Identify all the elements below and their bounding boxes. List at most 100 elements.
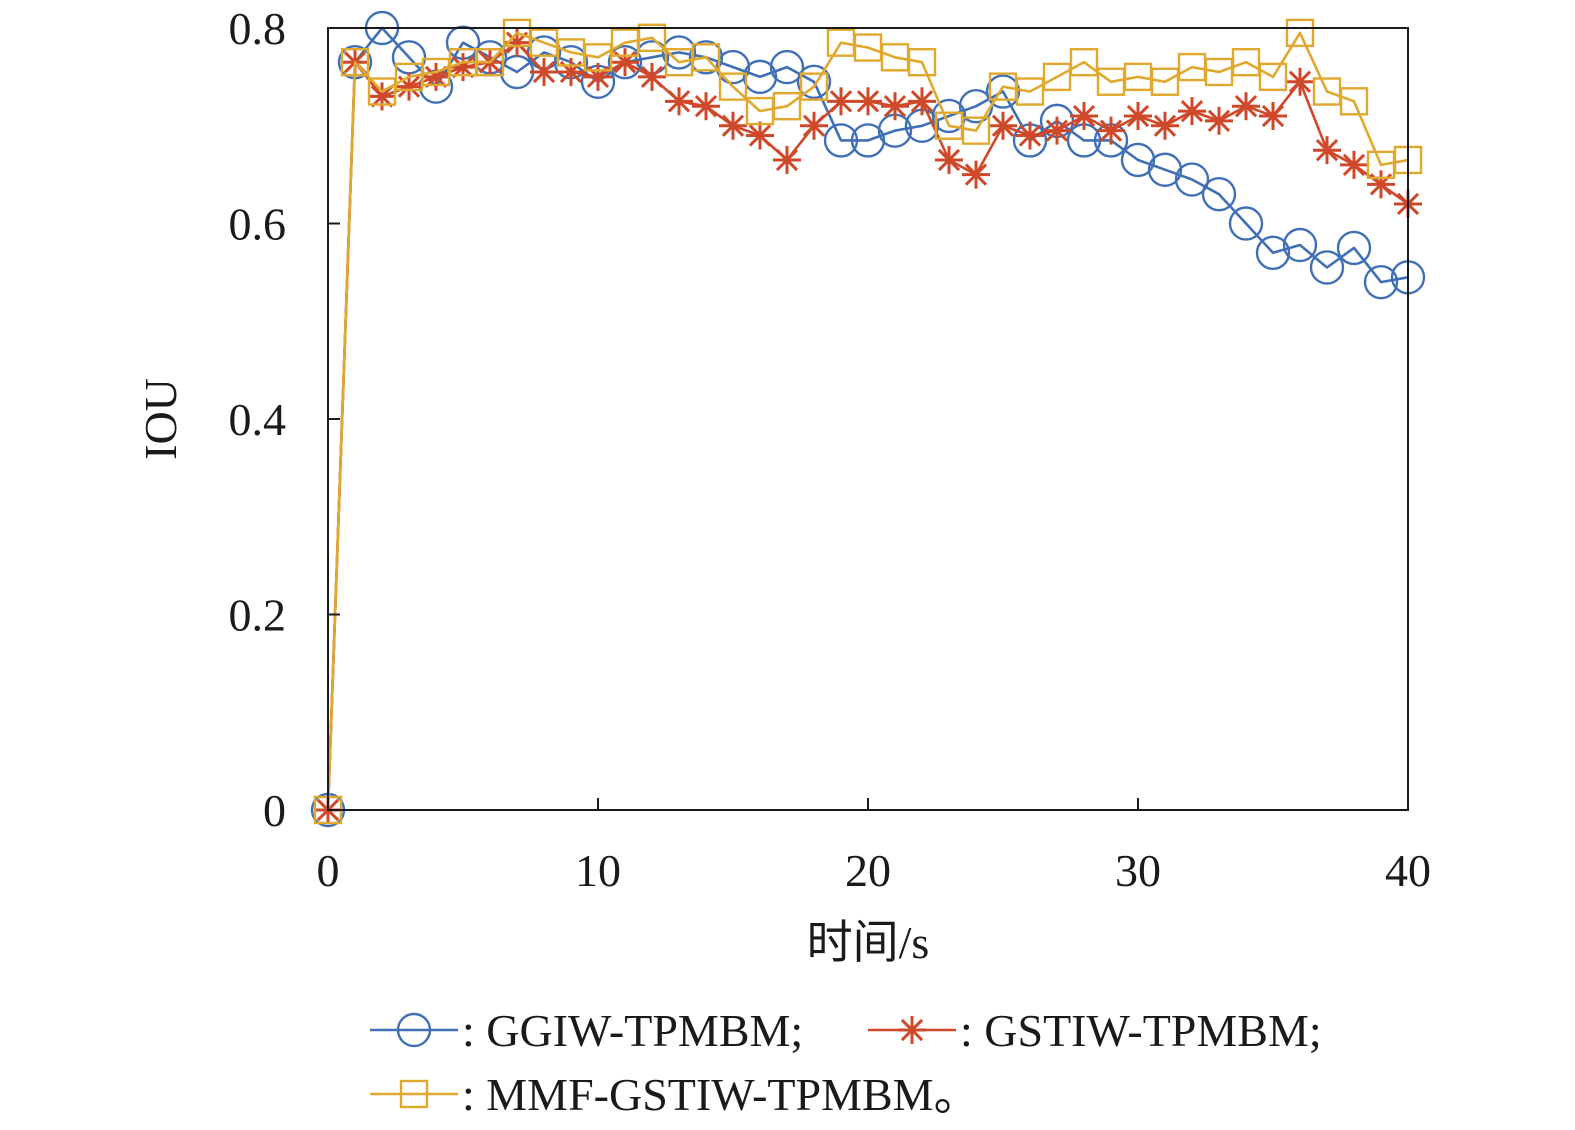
data-point-asterisk [368, 82, 396, 111]
data-point-square [475, 48, 505, 77]
legend-item-mmf-gstiw-tpmbm: : MMF-GSTIW-TPMBM。 [370, 1069, 980, 1120]
y-tick-label: 0.2 [229, 590, 287, 641]
data-point-circle [1336, 230, 1372, 266]
data-point-square [583, 43, 613, 72]
data-point-asterisk [530, 57, 558, 86]
data-point-asterisk [638, 62, 666, 91]
data-point-circle [823, 123, 859, 158]
legend-marker-asterisk-icon [898, 1016, 926, 1044]
x-tick-label: 20 [845, 845, 891, 896]
data-point-asterisk [1286, 67, 1314, 96]
data-point-circle [1309, 250, 1345, 285]
data-point-asterisk [989, 111, 1017, 140]
x-tick-label: 40 [1385, 845, 1431, 896]
data-point-square [1069, 48, 1099, 77]
data-point-asterisk [827, 87, 855, 116]
legend-label-ggiw-tpmbm: : GGIW-TPMBM; [462, 1005, 803, 1056]
data-point-square [1150, 67, 1180, 96]
data-point-asterisk [773, 145, 801, 174]
data-point-asterisk [449, 53, 477, 82]
data-point-square [340, 48, 370, 77]
data-point-square [1015, 77, 1045, 106]
data-point-asterisk [935, 145, 963, 174]
data-point-square [1285, 18, 1315, 48]
data-point-square [367, 77, 397, 106]
data-point-asterisk [881, 92, 909, 121]
data-point-asterisk [1232, 92, 1260, 121]
data-point-asterisk [962, 160, 990, 189]
series-line [326, 26, 1409, 811]
legend-label-gstiw-tpmbm: : GSTIW-TPMBM; [960, 1005, 1322, 1056]
data-point-asterisk [665, 87, 693, 116]
data-point-square [907, 48, 937, 77]
legend-marker-shape [399, 1079, 429, 1109]
data-point-circle [607, 45, 643, 80]
data-point-circle [1363, 264, 1399, 300]
data-point-circle [1228, 206, 1264, 241]
series-line [326, 41, 1409, 811]
data-point-asterisk [584, 62, 612, 91]
y-tick-label: 0 [263, 785, 286, 836]
legend-marker-shape [396, 1012, 432, 1048]
legend-item-ggiw-tpmbm: : GGIW-TPMBM; [370, 1005, 803, 1056]
legend-item-gstiw-tpmbm: : GSTIW-TPMBM; [868, 1005, 1322, 1056]
data-point-asterisk [1097, 116, 1125, 145]
data-point-asterisk [1313, 136, 1341, 165]
data-point-square [691, 43, 721, 72]
data-point-circle [985, 74, 1021, 109]
y-tick-label: 0.6 [229, 199, 287, 250]
data-point-square [1042, 62, 1072, 92]
data-point-asterisk [1340, 150, 1368, 179]
data-point-asterisk [1259, 101, 1287, 130]
data-point-asterisk [1178, 97, 1206, 126]
y-tick-label: 0.8 [229, 3, 287, 54]
data-point-square [637, 23, 667, 52]
data-point-square [1231, 48, 1261, 77]
data-point-asterisk [854, 87, 882, 116]
series-line [326, 31, 1409, 811]
data-point-asterisk [1367, 170, 1395, 199]
legend-marker-circle-icon [396, 1012, 432, 1048]
data-point-asterisk [719, 111, 747, 140]
data-point-circle [742, 59, 778, 95]
data-point-square [1258, 62, 1288, 92]
data-point-square [1339, 87, 1369, 116]
x-tick-label: 10 [575, 845, 621, 896]
series-layer [310, 10, 1426, 828]
data-point-asterisk [1151, 111, 1179, 140]
x-tick-label: 30 [1115, 845, 1161, 896]
data-point-asterisk [557, 57, 585, 86]
legend: : GGIW-TPMBM; : GSTIW-TPMBM; : MMF-GSTIW… [370, 1005, 1322, 1120]
data-point-circle [688, 40, 724, 75]
data-point-asterisk [611, 48, 639, 77]
data-point-circle [1120, 142, 1156, 178]
data-point-asterisk [908, 87, 936, 116]
y-axis-title: IOU [135, 378, 186, 460]
data-point-asterisk [1070, 101, 1098, 130]
data-point-circle [796, 64, 832, 99]
data-point-circle [715, 49, 751, 85]
data-point-circle [661, 35, 697, 70]
data-point-circle [1201, 176, 1237, 212]
data-point-circle [1255, 235, 1291, 271]
data-point-circle [1174, 162, 1210, 197]
data-point-circle [850, 123, 886, 158]
x-axis-title: 时间/s [807, 917, 930, 968]
legend-label-mmf-gstiw-tpmbm: : MMF-GSTIW-TPMBM。 [462, 1069, 980, 1120]
axis-ticks: 0 10 20 30 40 0 0.2 0.4 0.6 0.8 [229, 3, 1432, 896]
data-point-asterisk [1043, 116, 1071, 145]
data-point-square [772, 91, 802, 121]
legend-marker-square-icon [399, 1079, 429, 1109]
data-point-asterisk [800, 111, 828, 140]
data-point-square [718, 72, 748, 101]
data-point-circle [1147, 152, 1183, 187]
data-point-circle [769, 49, 805, 85]
data-point-square [961, 116, 991, 145]
series-ggiw-tpmbm [310, 10, 1426, 828]
y-tick-label: 0.4 [229, 394, 287, 445]
legend-marker-shape [898, 1016, 926, 1044]
series-gstiw-tpmbm [314, 28, 1422, 824]
data-point-asterisk [746, 121, 774, 150]
data-point-circle [1282, 227, 1318, 263]
